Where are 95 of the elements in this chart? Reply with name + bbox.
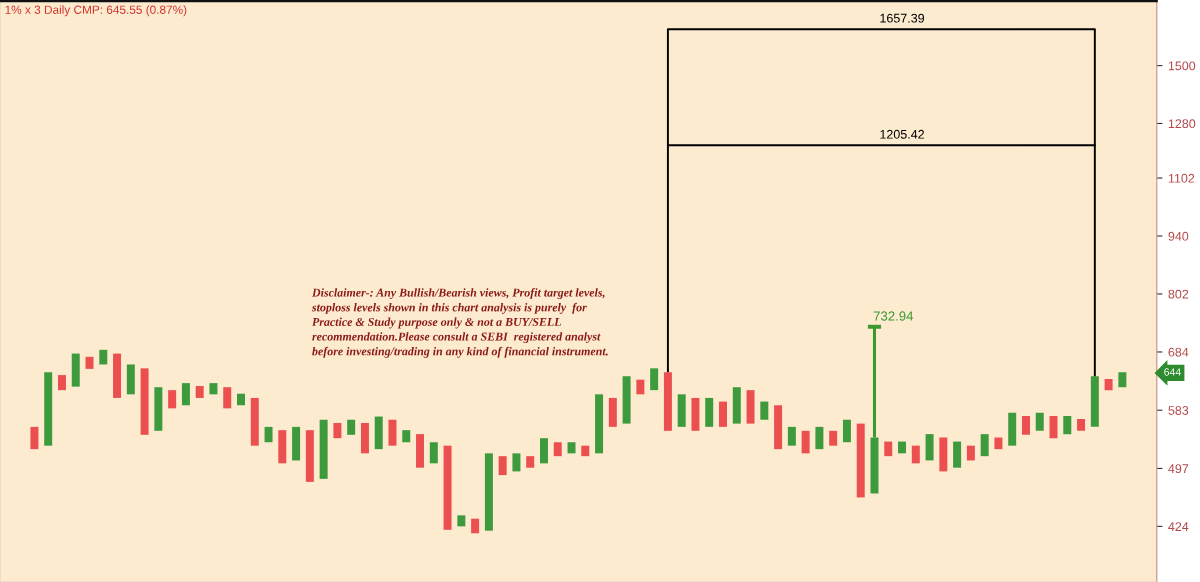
bar — [787, 426, 796, 446]
bar — [801, 430, 810, 454]
bar — [30, 426, 39, 450]
data-label: 1657.39 — [880, 13, 925, 23]
bar — [264, 426, 273, 443]
bar — [539, 438, 548, 464]
chart-title: 1% x 3 Daily CMP: 645.55 (0.87%) — [5, 5, 187, 17]
bar — [567, 442, 576, 454]
y-tick-label: 684 — [1168, 347, 1189, 357]
bar — [223, 387, 232, 409]
bar — [237, 393, 245, 406]
bar — [980, 434, 989, 457]
bar — [168, 390, 177, 409]
bar — [622, 376, 631, 424]
y-tick-label: 940 — [1168, 231, 1189, 241]
bar — [939, 437, 948, 472]
bar — [856, 423, 865, 498]
bar — [71, 353, 80, 387]
bar — [402, 430, 411, 443]
bar — [388, 419, 397, 446]
bar — [181, 383, 190, 406]
y-tick-label: 1102 — [1168, 173, 1195, 183]
y-tick-label: 583 — [1168, 406, 1189, 415]
bar — [925, 434, 934, 461]
bar — [416, 434, 425, 468]
bar — [1049, 415, 1058, 439]
bar — [305, 430, 314, 482]
y-tick-label: 497 — [1168, 464, 1189, 474]
bar — [292, 426, 301, 461]
bar — [581, 445, 590, 457]
bar — [663, 372, 672, 431]
bar — [374, 416, 383, 450]
bar — [760, 401, 769, 420]
bar — [347, 419, 356, 435]
bar — [966, 445, 975, 461]
bar — [250, 397, 259, 446]
bar — [498, 456, 507, 476]
bar — [1035, 412, 1044, 431]
bar — [526, 456, 535, 468]
bar — [870, 437, 879, 494]
bar — [429, 442, 438, 464]
bar — [333, 422, 342, 439]
bar — [126, 364, 135, 395]
bar — [953, 441, 962, 468]
bar — [732, 387, 741, 424]
bar — [719, 401, 727, 427]
y-tick-label: 424 — [1168, 522, 1189, 531]
text: 644 — [1164, 368, 1181, 376]
bar — [815, 426, 824, 450]
bar — [44, 372, 53, 446]
y-tick-label: 802 — [1168, 289, 1189, 299]
bar — [1021, 415, 1030, 435]
bar — [1090, 376, 1099, 427]
bar — [994, 437, 1003, 450]
bar — [898, 441, 907, 454]
bar — [319, 419, 328, 479]
bar — [484, 453, 493, 531]
bar — [829, 430, 838, 446]
bar — [650, 368, 659, 391]
bar — [595, 394, 604, 454]
bar — [1063, 415, 1072, 435]
bar — [691, 397, 700, 431]
bar — [705, 397, 714, 427]
bar — [746, 390, 755, 424]
bar — [608, 397, 617, 427]
bar — [911, 445, 920, 464]
annotation: Disclaimer-: Any Bullish/Bearish views, Profit target levels, stoploss levels shown in this chart analysis is purely for Practice & Study purpose only & not a BUY/SELL recommendation.Please consult a SEBI registered analyst before investing/trading in any kind of financial instrument. — [311, 288, 608, 358]
bar — [1008, 412, 1017, 446]
bar — [553, 442, 562, 457]
bar — [195, 386, 204, 398]
bar — [113, 353, 122, 398]
bar — [99, 349, 108, 365]
bar — [677, 394, 686, 427]
data-label: 732.94 — [873, 311, 914, 321]
bar — [360, 422, 369, 454]
bar — [471, 518, 480, 534]
bar — [140, 368, 149, 435]
bar — [774, 405, 783, 450]
bar — [457, 515, 466, 527]
bar — [57, 375, 66, 391]
y-tick-label: 1500 — [1168, 61, 1196, 71]
bar — [636, 379, 645, 395]
bar — [842, 419, 851, 443]
bar — [884, 441, 893, 457]
y-tick-label: 1280 — [1168, 119, 1196, 129]
bar — [1118, 372, 1127, 388]
bar — [209, 383, 218, 395]
bar — [154, 387, 163, 431]
data-label: 1205.42 — [880, 129, 924, 139]
bar — [85, 356, 94, 369]
bar — [1104, 379, 1113, 391]
bar — [1077, 419, 1086, 431]
bar — [512, 453, 521, 472]
bar — [278, 430, 287, 464]
bar — [443, 445, 452, 530]
